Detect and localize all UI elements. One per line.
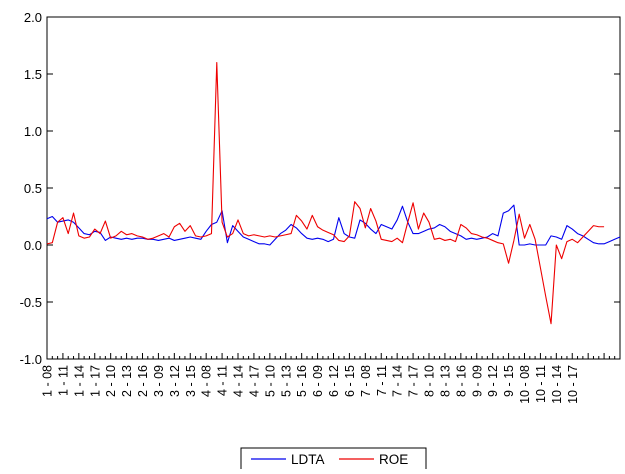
plot-area-border [46,16,621,360]
x-tick-label: 4 - 08 [200,365,214,397]
x-tick-label: 10 - 14 [550,365,564,404]
x-tick-label: 3 - 09 [152,365,166,397]
x-tick-label: 5 - 16 [295,365,309,397]
y-tick-label: 2.0 [24,10,42,25]
x-tick-label: 3 - 15 [184,365,198,397]
series-line-roe [46,62,605,325]
x-tick-label: 7 - 17 [407,365,421,397]
x-tick-label: 6 - 15 [343,365,357,397]
plot-frame-layer [46,16,621,360]
x-tick-label: 2 - 16 [136,365,150,397]
legend-label-roe: ROE [379,452,408,467]
x-tick-label: 7 - 11 [375,365,389,396]
x-tick-label: 1 - 14 [72,365,86,397]
y-tick-label: -1.0 [20,352,42,367]
x-tick-label: 1 - 11 [56,365,70,396]
legend: LDTA ROE [240,447,427,471]
y-tick-label: 1.0 [24,124,42,139]
x-tick-label: 4 - 14 [232,365,246,397]
y-tick-label: -0.5 [20,295,42,310]
y-tick-label: 1.5 [24,67,42,82]
x-tick-label: 5 - 13 [279,365,293,397]
x-tick-label: 3 - 12 [168,365,182,397]
y-tick-label: 0.0 [24,238,42,253]
x-tick-label: 6 - 09 [311,365,325,397]
x-tick-label: 7 - 14 [391,365,405,397]
x-tick-label: 2 - 13 [120,365,134,397]
x-tick-label: 8 - 13 [438,365,452,397]
x-tick-label: 6 - 12 [327,365,341,397]
y-axis: -1.0 -0.5 0.0 0.5 1.0 1.5 2.0 [20,10,620,367]
x-tick-label: 10 - 08 [518,365,532,404]
x-tick-label: 8 - 16 [454,365,468,397]
legend-label-ldta: LDTA [291,452,325,467]
series-line-ldta [46,204,621,246]
x-tick-label: 7 - 08 [359,365,373,397]
x-tick-label: 1 - 17 [88,365,102,397]
x-tick-label: 9 - 12 [486,365,500,397]
x-tick-label: 1 - 08 [41,365,55,397]
series-layer [46,62,621,325]
x-tick-label: 2 - 10 [104,365,118,397]
x-tick-label: 4 - 11 [216,365,230,396]
x-tick-label: 4 - 17 [247,365,261,397]
x-tick-label: 10 - 11 [534,365,548,403]
x-tick-label: 5 - 10 [263,365,277,397]
x-tick-label: 9 - 09 [470,365,484,397]
x-tick-label: 10 - 17 [566,365,580,404]
y-tick-label: 0.5 [24,181,42,196]
x-tick-label: 9 - 15 [502,365,516,397]
x-axis: 1 - 08 1 - 11 1 - 14 1 - 17 2 - 10 2 - 13 2 - … [41,353,621,404]
x-tick-label: 8 - 10 [423,365,437,397]
